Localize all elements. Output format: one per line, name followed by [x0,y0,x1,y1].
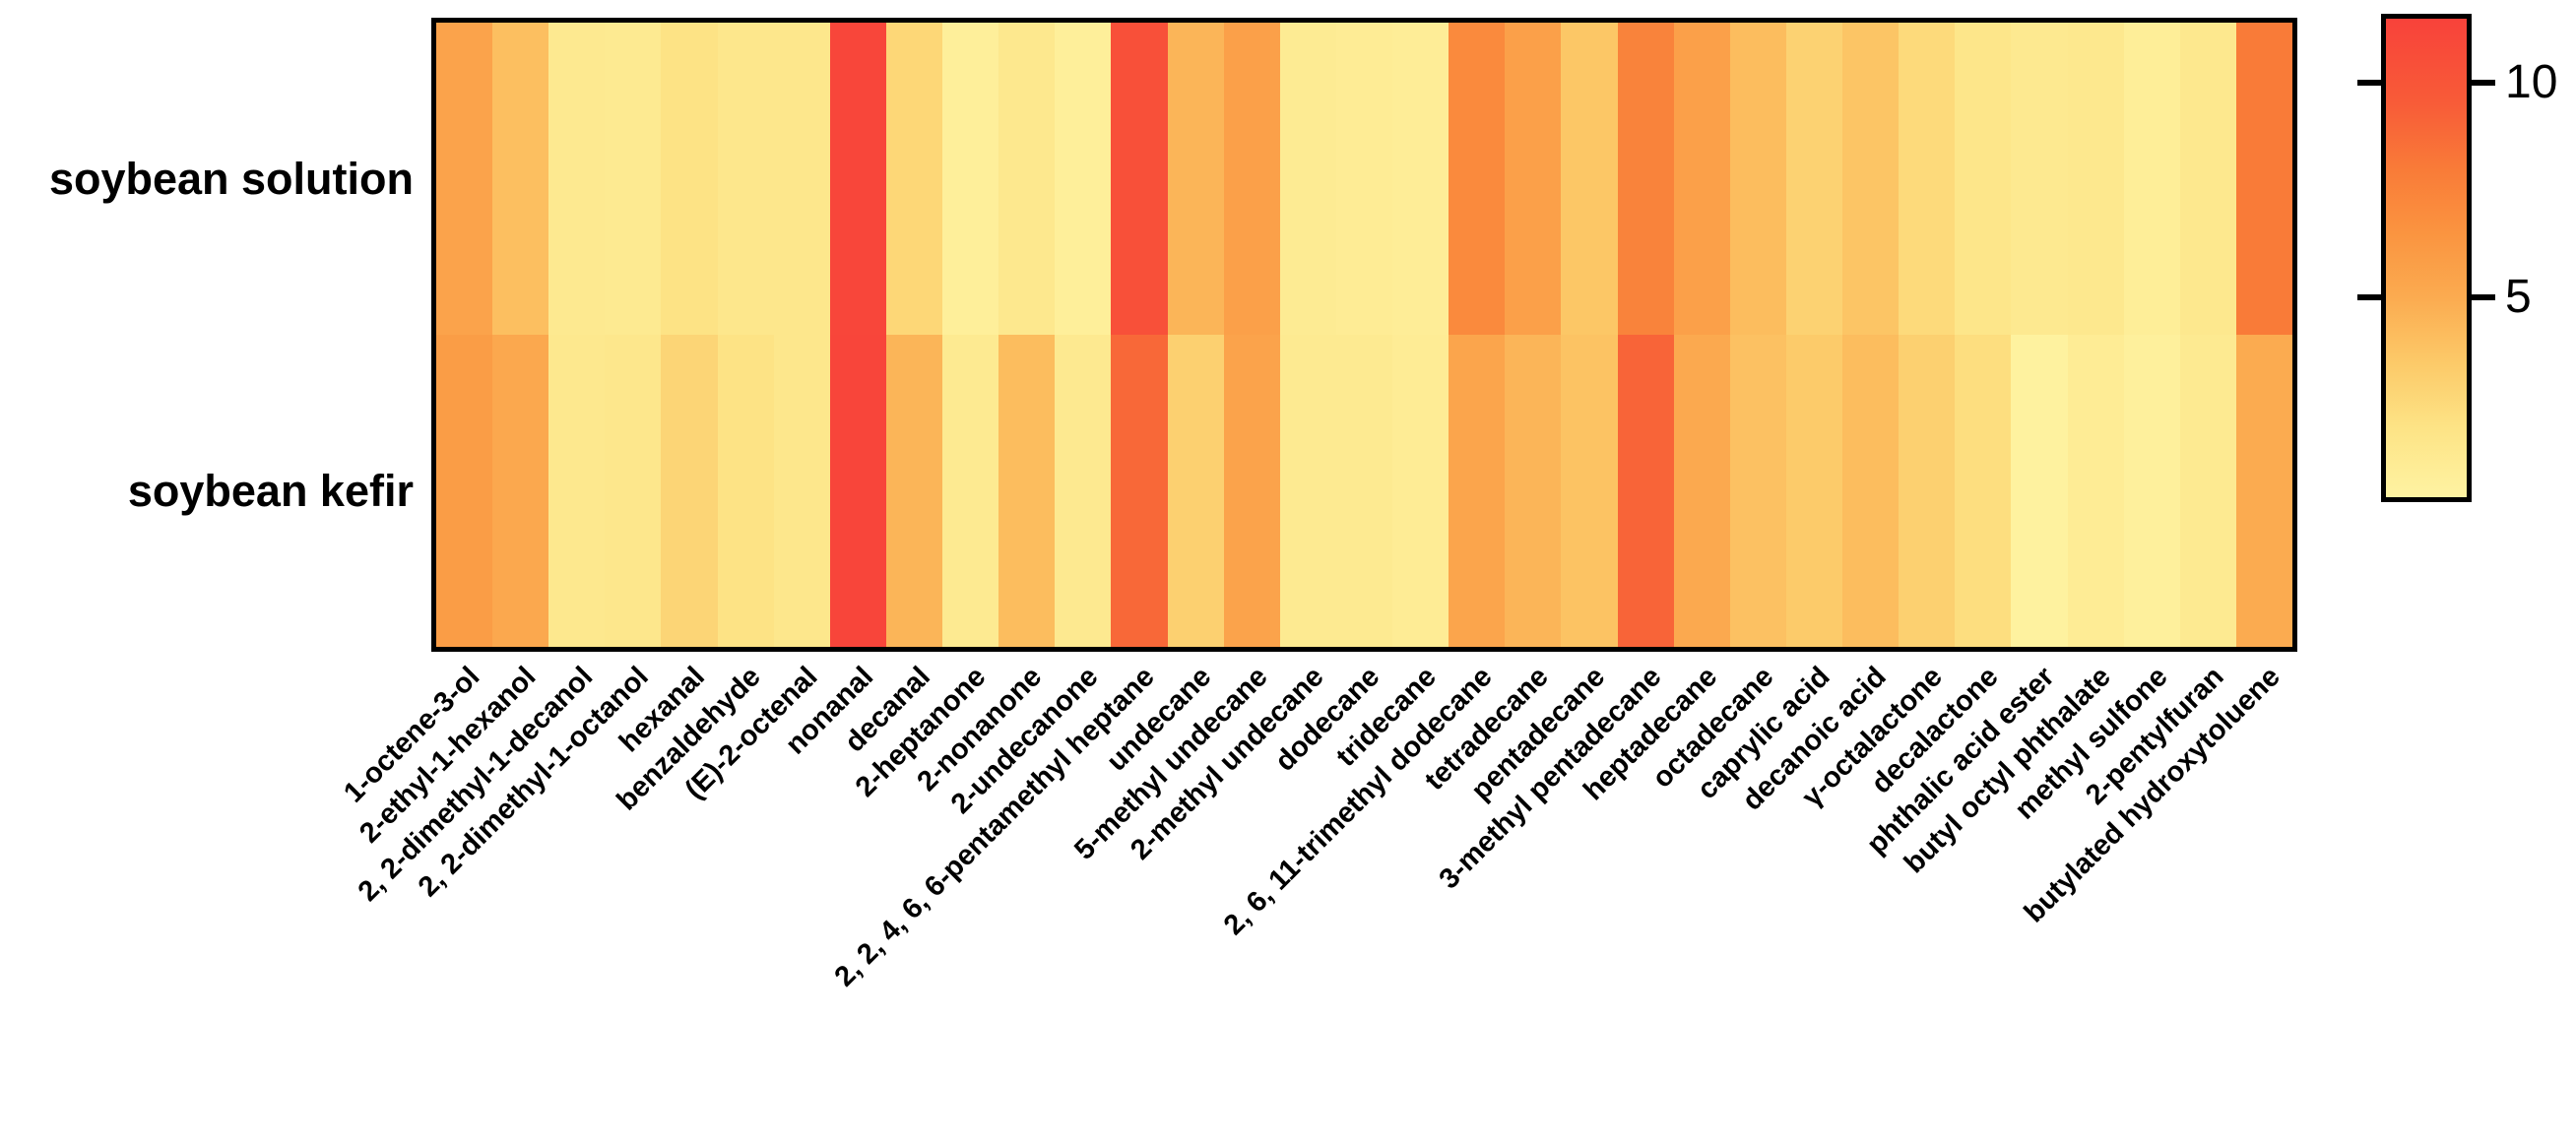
heatmap-cell [1729,23,1786,335]
heatmap-cell [1899,335,1956,647]
heatmap-cell [1561,335,1618,647]
y-axis-label-soybean-kefir: soybean kefir [127,466,414,516]
heatmap-cell [1673,23,1730,335]
heatmap-cell [548,23,606,335]
heatmap-cell [661,335,718,647]
heatmap-cell [2067,335,2124,647]
heatmap-grid [436,23,2292,647]
heatmap-cell [1955,23,2012,335]
heatmap-cell [717,23,774,335]
heatmap-cell [1279,335,1336,647]
heatmap-cell [1729,335,1786,647]
heatmap-cell [998,335,1056,647]
heatmap-cell [1785,23,1843,335]
heatmap-cell [1617,23,1674,335]
heatmap-cell [942,23,999,335]
heatmap-cell [436,335,493,647]
heatmap-cell [2235,335,2292,647]
heatmap-cell [773,23,830,335]
heatmap-cell [1842,23,1900,335]
heatmap-cell [436,23,493,335]
colorbar-tick-left-5 [2357,294,2381,300]
heatmap-cell [1392,23,1449,335]
x-tick-label: 2, 2-dimethyl-1-decanol [352,661,599,908]
heatmap-cell [717,335,774,647]
heatmap-cell [2123,23,2180,335]
colorbar-tick-label-5: 5 [2505,271,2532,323]
heatmap-cell [1392,335,1449,647]
y-axis-label-soybean-solution: soybean solution [48,154,414,204]
heatmap-cell [548,335,606,647]
heatmap-cell [1111,335,1168,647]
heatmap-cell [942,335,999,647]
heatmap-cell [605,335,662,647]
heatmap-cell [2067,23,2124,335]
heatmap-cell [1055,335,1112,647]
heatmap-cell [1335,335,1393,647]
heatmap-cell [2123,335,2180,647]
heatmap-cell [1223,335,1280,647]
colorbar [2381,14,2472,502]
colorbar-gradient [2386,19,2467,497]
heatmap-cell [1955,335,2012,647]
heatmap-cell [2179,335,2236,647]
heatmap-cell [998,23,1056,335]
heatmap-cell [773,335,830,647]
heatmap-cell [1449,335,1506,647]
colorbar-tick-left-10 [2357,80,2381,86]
heatmap-cell [605,23,662,335]
colorbar-tick-label-10: 10 [2505,56,2558,108]
heatmap-cell [829,23,886,335]
heatmap-cell [1055,23,1112,335]
heatmap-cell [1561,23,1618,335]
heatmap-cell [661,23,718,335]
heatmap-cell [492,23,549,335]
heatmap-cell [1842,335,1900,647]
heatmap-cell [2179,23,2236,335]
heatmap-cell [1111,23,1168,335]
heatmap-cell [829,335,886,647]
heatmap-cell [885,335,943,647]
heatmap-cell [492,335,549,647]
heatmap-cell [1785,335,1843,647]
heatmap-cell [2235,23,2292,335]
colorbar-tick-right-10 [2472,80,2495,86]
heatmap-cell [2011,23,2068,335]
heatmap-cell [1899,23,1956,335]
heatmap-cell [1335,23,1393,335]
heatmap-cell [1617,335,1674,647]
heatmap-cell [885,23,943,335]
heatmap-cell [1223,23,1280,335]
heatmap-plot-area [431,18,2297,652]
heatmap-cell [1673,335,1730,647]
heatmap-cell [1449,23,1506,335]
heatmap-cell [2011,335,2068,647]
heatmap-cell [1505,335,1562,647]
heatmap-cell [1279,23,1336,335]
heatmap-cell [1505,23,1562,335]
heatmap-cell [1167,335,1224,647]
colorbar-tick-right-5 [2472,294,2495,300]
heatmap-cell [1167,23,1224,335]
